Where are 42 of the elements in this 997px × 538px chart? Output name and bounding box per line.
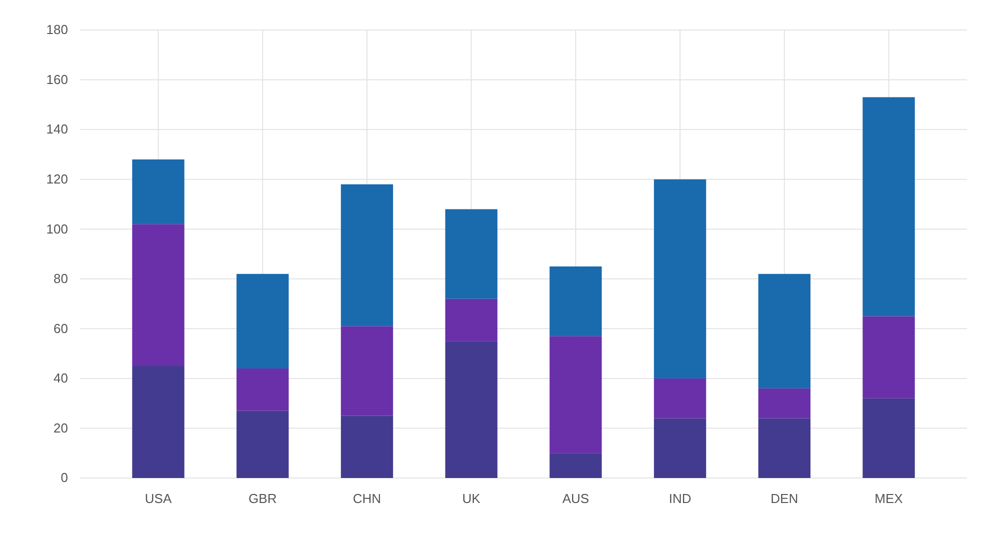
y-tick-label: 80	[54, 271, 68, 286]
bar	[862, 97, 915, 316]
bar	[654, 418, 706, 478]
bar	[236, 368, 289, 411]
x-tick-label: CHN	[352, 491, 382, 506]
y-tick-label: 120	[46, 171, 68, 186]
bar	[445, 341, 498, 478]
x-tick-label: AUS	[562, 491, 590, 506]
bar	[340, 416, 394, 478]
bar	[236, 274, 289, 368]
bar	[445, 209, 498, 299]
y-tick-label: 100	[46, 221, 68, 236]
x-tick-label: MEX	[874, 491, 904, 506]
bar	[236, 410, 289, 478]
bar	[862, 316, 915, 398]
x-tick-label: USA	[144, 491, 172, 506]
bar	[862, 398, 915, 478]
x-tick-label: IND	[668, 491, 692, 506]
y-tick-label: 140	[46, 122, 68, 137]
y-tick-label: 160	[46, 72, 68, 87]
y-tick-label: 60	[54, 320, 68, 336]
bar	[132, 159, 184, 224]
bar	[132, 224, 184, 366]
y-tick-label: 20	[54, 420, 68, 436]
bar	[758, 418, 810, 478]
x-tick-label: DEN	[770, 491, 798, 506]
bar	[340, 184, 394, 326]
bar	[758, 274, 810, 388]
bar	[550, 453, 602, 478]
bar	[550, 266, 602, 336]
bar	[340, 326, 394, 416]
bar	[654, 378, 706, 418]
y-tick-label: 40	[54, 370, 68, 386]
bar	[445, 298, 498, 342]
bar	[654, 179, 706, 378]
bar	[758, 388, 810, 418]
y-tick-label: 0	[60, 470, 68, 486]
bar	[132, 366, 184, 478]
x-tick-label: GBR	[248, 491, 277, 506]
y-tick-label: 180	[46, 22, 68, 38]
bar	[550, 336, 602, 454]
x-tick-label: UK	[462, 491, 481, 506]
